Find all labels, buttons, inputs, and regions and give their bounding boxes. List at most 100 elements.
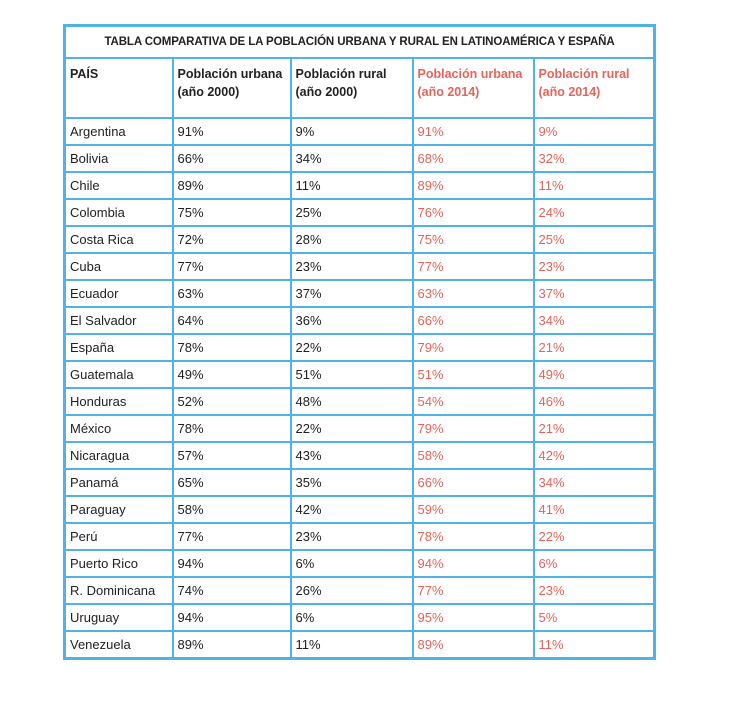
cell-rural-2014: 11% [532,630,656,660]
cell-rural-2014: 32% [532,144,656,173]
cell-country: Guatemala [63,360,174,389]
cell-urban-2000: 58% [171,495,292,524]
table-row: México 78% 22% 79% 21% [63,414,656,443]
cell-urban-2000: 94% [171,549,292,578]
header-rural-2000: Población rural (año 2000) [289,57,414,119]
cell-urban-2000: 72% [171,225,292,254]
cell-rural-2000: 34% [289,144,414,173]
cell-urban-2014: 76% [411,198,535,227]
table-row: Puerto Rico 94% 6% 94% 6% [63,549,656,578]
cell-rural-2014: 34% [532,306,656,335]
cell-urban-2014: 79% [411,414,535,443]
cell-urban-2014: 77% [411,576,535,605]
header-urban-2000-line1: Población urbana [177,67,283,81]
table-row: Ecuador 63% 37% 63% 37% [63,279,656,308]
cell-rural-2000: 9% [289,117,414,146]
cell-rural-2014: 24% [532,198,656,227]
cell-rural-2014: 22% [532,522,656,551]
cell-urban-2014: 79% [411,333,535,362]
table-body: Argentina 91% 9% 91% 9% Bolivia 66% 34% 68% 32% Ch… [63,117,656,660]
cell-country: Uruguay [63,603,174,632]
table-row: España 78% 22% 79% 21% [63,333,656,362]
header-urban-2000: Población urbana (año 2000) [171,57,292,119]
cell-country: México [63,414,174,443]
cell-rural-2014: 41% [532,495,656,524]
cell-rural-2000: 6% [289,603,414,632]
cell-rural-2000: 51% [289,360,414,389]
table-header-row: PAÍS Población urbana (año 2000) Poblaci… [63,57,656,119]
cell-country: España [63,333,174,362]
cell-urban-2000: 78% [171,414,292,443]
cell-rural-2000: 6% [289,549,414,578]
cell-country: Honduras [63,387,174,416]
cell-rural-2000: 43% [289,441,414,470]
cell-urban-2000: 63% [171,279,292,308]
table-row: Guatemala 49% 51% 51% 49% [63,360,656,389]
cell-rural-2000: 22% [289,414,414,443]
table-row: Bolivia 66% 34% 68% 32% [63,144,656,173]
header-country: PAÍS [63,57,174,119]
cell-rural-2000: 48% [289,387,414,416]
cell-rural-2014: 37% [532,279,656,308]
cell-country: Perú [63,522,174,551]
cell-rural-2000: 35% [289,468,414,497]
cell-country: Costa Rica [63,225,174,254]
cell-rural-2014: 42% [532,441,656,470]
table-row: R. Dominicana 74% 26% 77% 23% [63,576,656,605]
cell-urban-2014: 94% [411,549,535,578]
cell-urban-2014: 91% [411,117,535,146]
cell-rural-2014: 46% [532,387,656,416]
table-row: Cuba 77% 23% 77% 23% [63,252,656,281]
cell-rural-2014: 34% [532,468,656,497]
header-rural-2014: Población rural (año 2014) [532,57,656,119]
cell-urban-2000: 91% [171,117,292,146]
cell-urban-2000: 74% [171,576,292,605]
cell-rural-2014: 23% [532,252,656,281]
table-row: Honduras 52% 48% 54% 46% [63,387,656,416]
cell-country: Argentina [63,117,174,146]
table-row: Paraguay 58% 42% 59% 41% [63,495,656,524]
cell-rural-2000: 22% [289,333,414,362]
cell-urban-2000: 52% [171,387,292,416]
cell-rural-2000: 25% [289,198,414,227]
header-urban-2014-line1: Población urbana [417,67,523,81]
cell-urban-2014: 78% [411,522,535,551]
cell-rural-2000: 42% [289,495,414,524]
cell-rural-2014: 6% [532,549,656,578]
cell-urban-2014: 66% [411,468,535,497]
cell-urban-2000: 66% [171,144,292,173]
cell-urban-2014: 89% [411,171,535,200]
cell-urban-2014: 75% [411,225,535,254]
cell-rural-2000: 23% [289,522,414,551]
cell-urban-2014: 51% [411,360,535,389]
comparison-table-container: TABLA COMPARATIVA DE LA POBLACIÓN URBANA… [63,24,657,660]
cell-rural-2000: 11% [289,171,414,200]
cell-urban-2014: 58% [411,441,535,470]
cell-urban-2014: 89% [411,630,535,660]
cell-urban-2000: 65% [171,468,292,497]
table-row: Colombia 75% 25% 76% 24% [63,198,656,227]
cell-country: El Salvador [63,306,174,335]
table-row: Perú 77% 23% 78% 22% [63,522,656,551]
cell-country: Colombia [63,198,174,227]
header-rural-2014-line2: (año 2014) [538,85,601,99]
cell-urban-2000: 78% [171,333,292,362]
cell-urban-2000: 89% [171,630,292,660]
population-table: TABLA COMPARATIVA DE LA POBLACIÓN URBANA… [63,24,657,660]
cell-country: Nicaragua [63,441,174,470]
cell-urban-2014: 59% [411,495,535,524]
cell-rural-2000: 28% [289,225,414,254]
table-row: Uruguay 94% 6% 95% 5% [63,603,656,632]
table-row: Panamá 65% 35% 66% 34% [63,468,656,497]
cell-rural-2014: 25% [532,225,656,254]
table-row: Venezuela 89% 11% 89% 11% [63,630,656,660]
header-urban-2000-line2: (año 2000) [177,85,240,99]
header-rural-2000-line1: Población rural [295,67,387,81]
header-urban-2014-line2: (año 2014) [417,85,480,99]
header-rural-2000-line2: (año 2000) [295,85,358,99]
cell-country: Panamá [63,468,174,497]
cell-urban-2000: 64% [171,306,292,335]
cell-rural-2014: 5% [532,603,656,632]
cell-country: Cuba [63,252,174,281]
cell-urban-2000: 75% [171,198,292,227]
